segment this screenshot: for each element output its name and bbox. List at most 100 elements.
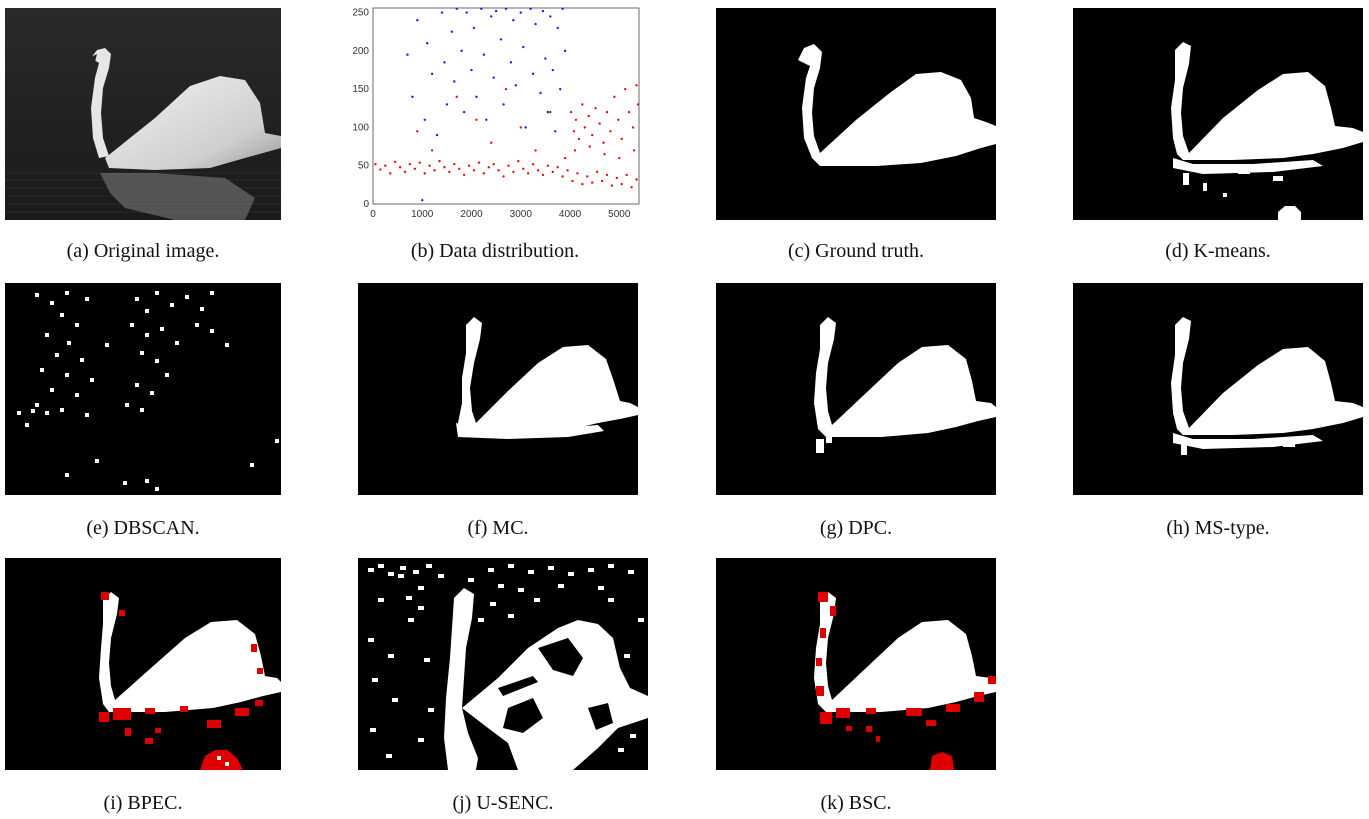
y-tick-label: 50	[358, 161, 370, 172]
dbscan-pixel-12	[90, 378, 94, 382]
scatter-point-s0-21	[477, 161, 481, 164]
y-tick-label: 150	[352, 84, 369, 95]
scatter-point-s0-58	[490, 141, 493, 144]
scatter-point-s0-23	[487, 166, 490, 169]
scatter-point-s1-40	[544, 57, 547, 60]
scatter-point-s0-54	[416, 130, 419, 133]
scatter-point-s1-11	[450, 30, 454, 33]
dbscan-pixel-31	[145, 333, 149, 337]
scatter-point-s0-14	[443, 166, 446, 169]
scatter-point-s0-71	[591, 133, 594, 137]
dbscan-pixel-21	[135, 297, 139, 301]
panel-ground-truth	[716, 8, 996, 220]
usenc-pixel-22	[490, 602, 496, 606]
scatter-point-s0-49	[615, 176, 619, 180]
scatter-point-s1-41	[546, 110, 550, 114]
caption-d: (d) K-means.	[1165, 240, 1271, 262]
usenc-pixel-31	[428, 708, 434, 712]
scatter-point-s0-32	[531, 162, 535, 166]
scatter-point-s0-13	[438, 159, 441, 163]
scatter-point-s1-24	[492, 76, 495, 79]
dbscan-pixel-28	[195, 323, 199, 327]
usenc-pixel-25	[388, 654, 394, 658]
usenc-pixel-1	[378, 564, 384, 568]
caption-f: (f) MC.	[467, 517, 529, 539]
dbscan-pixel-3	[85, 297, 89, 301]
caption-i: (i) BPEC.	[103, 792, 183, 814]
scatter-point-s0-28	[512, 170, 515, 174]
dbscan-pixel-39	[125, 403, 129, 407]
scatter-point-s0-57	[475, 118, 478, 121]
scatter-point-s1-15	[462, 110, 466, 114]
scatter-point-s0-4	[393, 160, 397, 164]
usenc-pixel-18	[558, 584, 564, 588]
scatter-point-s0-34	[541, 173, 545, 177]
scatter-point-s1-2	[416, 19, 419, 22]
scatter-point-s0-64	[569, 110, 573, 114]
dbscan-pixel-44	[145, 479, 149, 483]
dbscan-pixel-20	[45, 411, 49, 415]
scatter-point-s1-33	[522, 45, 525, 49]
scatter-point-s1-45	[556, 26, 559, 30]
usenc-pixel-34	[618, 748, 624, 752]
usenc-pixel-9	[528, 570, 534, 574]
dbscan-pixel-33	[175, 341, 179, 345]
dbscan-pixel-6	[45, 333, 49, 337]
usenc-pixel-7	[488, 568, 494, 572]
scatter-point-s1-23	[490, 15, 493, 18]
scatter-point-s0-19	[467, 164, 471, 167]
scatter-point-s1-48	[563, 49, 567, 53]
dbscan-pixel-24	[170, 303, 174, 307]
scatter-point-s0-77	[613, 95, 616, 99]
original-image	[5, 8, 281, 220]
scatter-point-s1-22	[485, 118, 488, 121]
usenc-pixel-35	[630, 734, 636, 738]
scatter-point-s0-16	[453, 162, 456, 166]
dbscan-pixel-47	[95, 459, 99, 463]
scatter-point-s1-8	[440, 11, 444, 14]
usenc-pixel-17	[518, 588, 524, 592]
dbscan-pixel-9	[80, 358, 84, 362]
dbscan-pixel-26	[200, 307, 204, 311]
panel-kmeans	[1073, 8, 1363, 220]
dbscan-pixel-15	[35, 403, 39, 407]
mc-mask	[358, 283, 638, 495]
scatter-point-s0-75	[605, 110, 609, 114]
x-tick-label: 3000	[510, 209, 533, 220]
scatter-point-s1-31	[514, 84, 518, 87]
usenc-pixel-12	[588, 568, 594, 572]
panel-data-distribution: 0 1000 2000 3000 4000 5000 0 50 100 150 200 250	[345, 2, 645, 224]
usenc-pixel-38	[624, 654, 630, 658]
scatter-point-s1-35	[529, 7, 532, 10]
scatter-point-s1-47	[561, 7, 564, 10]
usenc-pixel-42	[478, 618, 484, 622]
dbscan-pixel-32	[160, 327, 164, 331]
scatter-point-s0-37	[556, 166, 559, 169]
dbscan-pixel-7	[67, 341, 71, 345]
scatter-point-s0-22	[482, 172, 486, 175]
scatter-point-s1-46	[558, 87, 562, 91]
scatter-point-s1-9	[443, 61, 446, 64]
scatter-point-s0-12	[433, 169, 436, 172]
usenc-pixel-24	[368, 638, 374, 642]
dbscan-pixel-4	[60, 313, 64, 317]
scatter-point-s0-8	[413, 167, 417, 170]
dbscan-pixel-42	[250, 463, 254, 467]
scatter-point-s1-29	[509, 61, 513, 64]
usenc-pixel-33	[424, 658, 430, 662]
scatter-point-s0-78	[617, 118, 620, 121]
usenc-pixel-21	[406, 596, 412, 600]
scatter-point-s0-46	[600, 179, 604, 183]
scatter-point-s1-26	[499, 38, 503, 41]
dbscan-pixel-35	[155, 359, 159, 363]
scatter-point-s0-36	[551, 170, 554, 174]
dbscan-pixel-14	[75, 393, 79, 397]
scatter-point-s0-45	[595, 170, 599, 174]
scatter-point-s1-36	[531, 72, 535, 76]
scatter-point-s0-30	[522, 167, 525, 170]
usenc-pixel-4	[413, 570, 419, 574]
scatter-point-s1-16	[465, 11, 468, 14]
usenc-pixel-36	[608, 598, 614, 602]
usenc-pixel-39	[398, 574, 404, 578]
scatter-point-s0-59	[504, 87, 508, 91]
